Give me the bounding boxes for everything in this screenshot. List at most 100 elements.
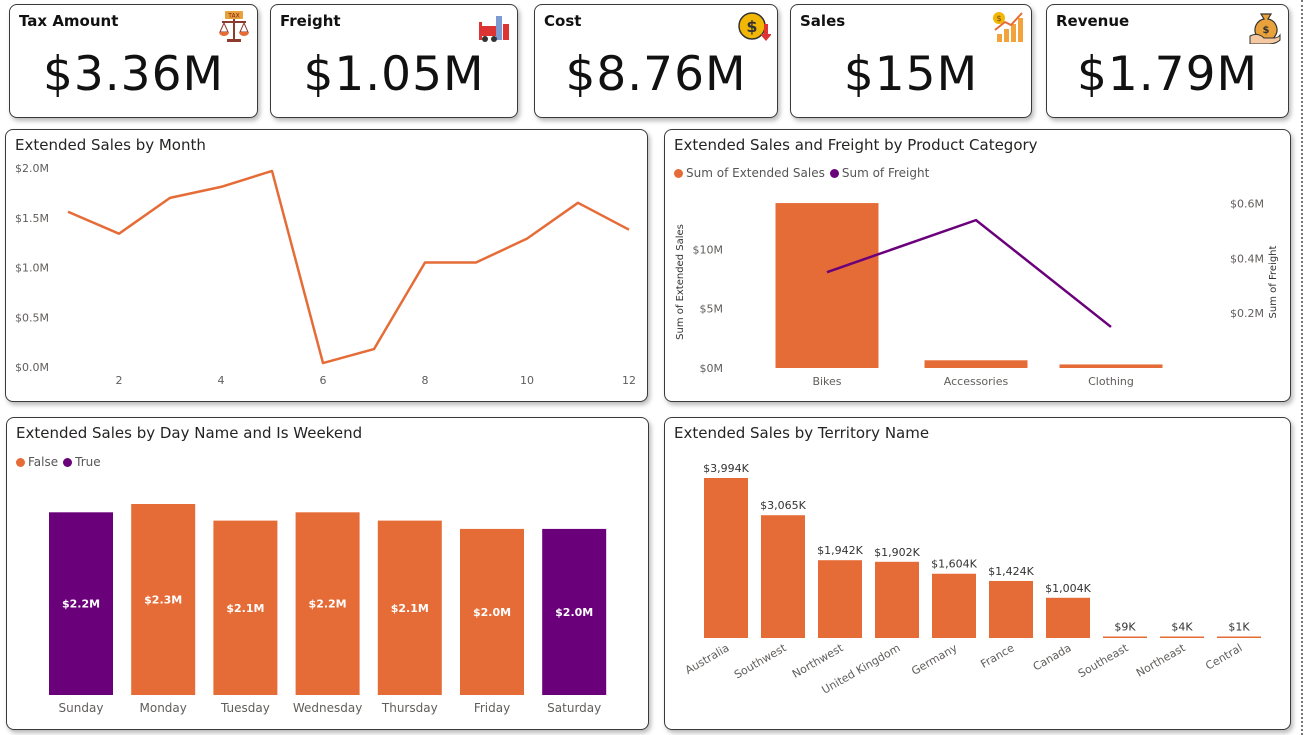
kpi-title: Tax Amount <box>19 12 119 30</box>
x-tick-label: Accessories <box>944 375 1009 388</box>
y-tick-label: $0.0M <box>15 361 49 374</box>
svg-text:TAX: TAX <box>227 13 239 20</box>
x-tick-label: Thursday <box>381 701 438 715</box>
y-axis-title: Sum of Extended Sales <box>675 224 686 340</box>
bar-day <box>49 512 113 695</box>
x-tick-label: Wednesday <box>293 701 362 715</box>
legend-item-false[interactable]: False <box>16 455 58 469</box>
bar-data-label: $2.0M <box>473 606 511 619</box>
kpi-title: Sales <box>800 12 846 30</box>
bar-data-label: $2.0M <box>555 606 593 619</box>
bar-territory <box>989 580 1033 638</box>
kpi-title: Freight <box>280 12 341 30</box>
legend-item-freight[interactable]: Sum of Freight <box>829 166 930 180</box>
y2-tick-label: $0.6M <box>1230 198 1264 211</box>
bar-data-label: $2.2M <box>309 598 347 611</box>
bar-day <box>460 528 524 695</box>
kpi-card-revenue[interactable]: Revenue $ $1.79M <box>1046 4 1289 118</box>
kpi-card-freight[interactable]: Freight $1.05M <box>270 4 518 118</box>
growth-chart-icon: $ <box>993 12 1023 42</box>
x-tick-label: Monday <box>140 701 187 715</box>
bar-territory <box>875 561 919 638</box>
x-tick-label: Australia <box>683 641 732 677</box>
bar-day <box>131 504 196 695</box>
x-tick-label: 6 <box>320 374 327 387</box>
x-tick-label: Germany <box>909 641 960 678</box>
bar-territory <box>818 560 862 638</box>
kpi-value: $3.36M <box>42 47 225 102</box>
x-tick-label: 4 <box>218 374 225 387</box>
money-bag-hand-icon: $ <box>1249 13 1281 44</box>
bar-data-label: $1,004K <box>1045 582 1091 595</box>
legend-item-true[interactable]: True <box>63 455 101 469</box>
bar-chart-by-territory: $3,994K Australia $3,065K Southwest $1,942K N… <box>683 462 1261 697</box>
x-tick-label: Canada <box>1031 641 1074 673</box>
legend-label: False <box>28 455 59 469</box>
kpi-value: $1.79M <box>1076 47 1259 102</box>
bar-extended-sales <box>775 203 879 368</box>
panel-sales-by-territory[interactable]: Extended Sales by Territory Name $3,994K… <box>664 417 1291 730</box>
bar-chart-by-day: $2.2M Sunday $2.3M Monday $2.1M Tuesday $2.2M W… <box>49 504 607 715</box>
kpi-title: Cost <box>544 12 582 30</box>
kpi-card-tax-amount[interactable]: Tax Amount TAX $3.36M <box>9 4 258 118</box>
y-tick-label: $5M <box>700 303 724 316</box>
bar-territory <box>1046 597 1090 638</box>
bar-data-label: $1,424K <box>988 565 1034 578</box>
bar-data-label: $4K <box>1171 621 1193 634</box>
x-tick-label: Sunday <box>59 701 104 715</box>
y-tick-label: $10M <box>693 243 724 256</box>
x-tick-label: 8 <box>422 374 429 387</box>
x-tick-label: 12 <box>622 374 636 387</box>
bar-data-label: $3,065K <box>760 499 806 512</box>
bar-data-label: $1,942K <box>817 544 863 557</box>
kpi-value: $15M <box>843 47 979 102</box>
line-chart-sales-by-month: $2.0M $1.5M $1.0M $0.5M $0.0M 2 4 6 8 10 12 <box>15 162 636 387</box>
forklift-icon <box>479 16 509 42</box>
panel-sales-by-day[interactable]: Extended Sales by Day Name and Is Weeken… <box>6 417 649 730</box>
x-tick-label: 2 <box>116 374 123 387</box>
x-tick-label: Southwest <box>732 641 789 681</box>
svg-text:$: $ <box>1263 25 1270 36</box>
series-line <box>67 169 630 365</box>
chart-legend: Sum of Extended Sales Sum of Freight <box>674 166 929 180</box>
y-tick-label: $0.5M <box>15 311 49 324</box>
kpi-title: Revenue <box>1056 12 1130 30</box>
series-line-freight <box>826 218 1112 328</box>
kpi-card-sales[interactable]: Sales $ $15M <box>790 4 1032 118</box>
svg-text:$: $ <box>996 14 1001 23</box>
bar-data-label: $2.2M <box>62 598 100 611</box>
bar-data-label: $2.3M <box>144 594 182 607</box>
x-tick-label: 10 <box>520 374 534 387</box>
bar-extended-sales <box>1059 364 1163 368</box>
bar-territory <box>932 573 976 638</box>
y2-tick-label: $0.2M <box>1230 307 1264 320</box>
kpi-value: $8.76M <box>565 47 747 102</box>
x-tick-label: Southeast <box>1076 641 1131 680</box>
bar-data-label: $3,994K <box>703 462 749 475</box>
x-tick-label: Friday <box>474 701 510 715</box>
x-tick-label: Bikes <box>812 375 841 388</box>
svg-text:$: $ <box>746 17 757 36</box>
bar-day <box>295 512 360 695</box>
legend-label: Sum of Extended Sales <box>686 166 825 180</box>
x-tick-label: France <box>978 641 1016 671</box>
bar-territory <box>1103 636 1147 638</box>
legend-label: True <box>75 455 101 469</box>
x-tick-label: Tuesday <box>220 701 270 715</box>
kpi-value: $1.05M <box>303 47 485 102</box>
bar-territory <box>761 515 805 638</box>
bar-territory <box>1217 636 1261 638</box>
bar-day <box>542 528 607 695</box>
panel-title: Extended Sales and Freight by Product Ca… <box>674 136 1038 154</box>
scales-icon: TAX <box>219 11 249 42</box>
kpi-card-cost[interactable]: Cost $ $8.76M <box>534 4 778 118</box>
legend-label: Sum of Freight <box>841 166 930 180</box>
panel-sales-freight-by-category[interactable]: Extended Sales and Freight by Product Ca… <box>664 129 1291 402</box>
panel-sales-by-month[interactable]: Extended Sales by Month $2.0M $1.5M $1.0M $… <box>5 129 648 402</box>
legend-item-extended-sales[interactable]: Sum of Extended Sales <box>674 166 825 180</box>
bar-day <box>377 520 442 695</box>
y-tick-label: $0M <box>700 362 724 375</box>
bar-territory <box>1160 636 1204 638</box>
y-tick-label: $2.0M <box>15 162 49 175</box>
bar-territory <box>704 478 748 638</box>
